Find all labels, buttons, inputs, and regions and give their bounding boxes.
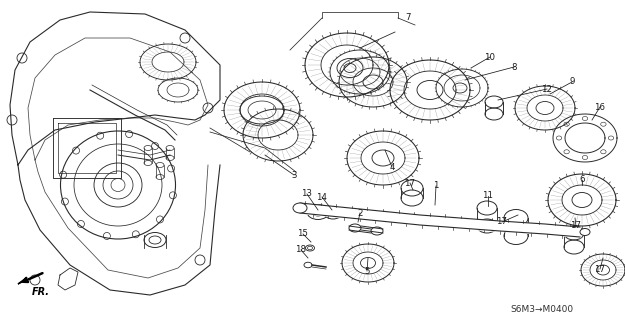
Ellipse shape [349, 224, 361, 232]
Ellipse shape [580, 228, 590, 236]
Ellipse shape [324, 207, 342, 219]
Text: 1: 1 [433, 181, 439, 190]
Text: 15: 15 [298, 229, 309, 238]
Text: 7: 7 [405, 12, 411, 21]
Text: 5: 5 [364, 267, 370, 276]
Text: 18: 18 [296, 245, 306, 254]
Text: 13: 13 [301, 189, 312, 198]
Text: S6M3→M0400: S6M3→M0400 [510, 306, 573, 315]
Text: 8: 8 [511, 62, 517, 71]
Ellipse shape [293, 203, 307, 213]
Text: FR.: FR. [32, 287, 50, 297]
Text: 17: 17 [404, 179, 416, 188]
Text: 4: 4 [389, 163, 395, 172]
Ellipse shape [329, 210, 338, 216]
Text: 2: 2 [357, 209, 362, 218]
Text: 6: 6 [579, 175, 585, 185]
Text: 11: 11 [482, 191, 494, 201]
Ellipse shape [304, 262, 312, 268]
Polygon shape [18, 278, 26, 284]
Text: 17: 17 [571, 221, 581, 230]
Text: 9: 9 [569, 77, 575, 86]
Ellipse shape [371, 227, 383, 235]
Text: 10: 10 [484, 52, 496, 61]
Text: 16: 16 [594, 102, 606, 111]
Text: 17: 17 [594, 265, 606, 274]
Text: 14: 14 [316, 193, 328, 202]
Text: 12: 12 [541, 84, 552, 93]
Text: 17: 17 [496, 218, 508, 227]
Ellipse shape [312, 208, 324, 216]
Ellipse shape [306, 245, 314, 251]
Text: 3: 3 [291, 171, 297, 180]
Ellipse shape [307, 204, 329, 220]
